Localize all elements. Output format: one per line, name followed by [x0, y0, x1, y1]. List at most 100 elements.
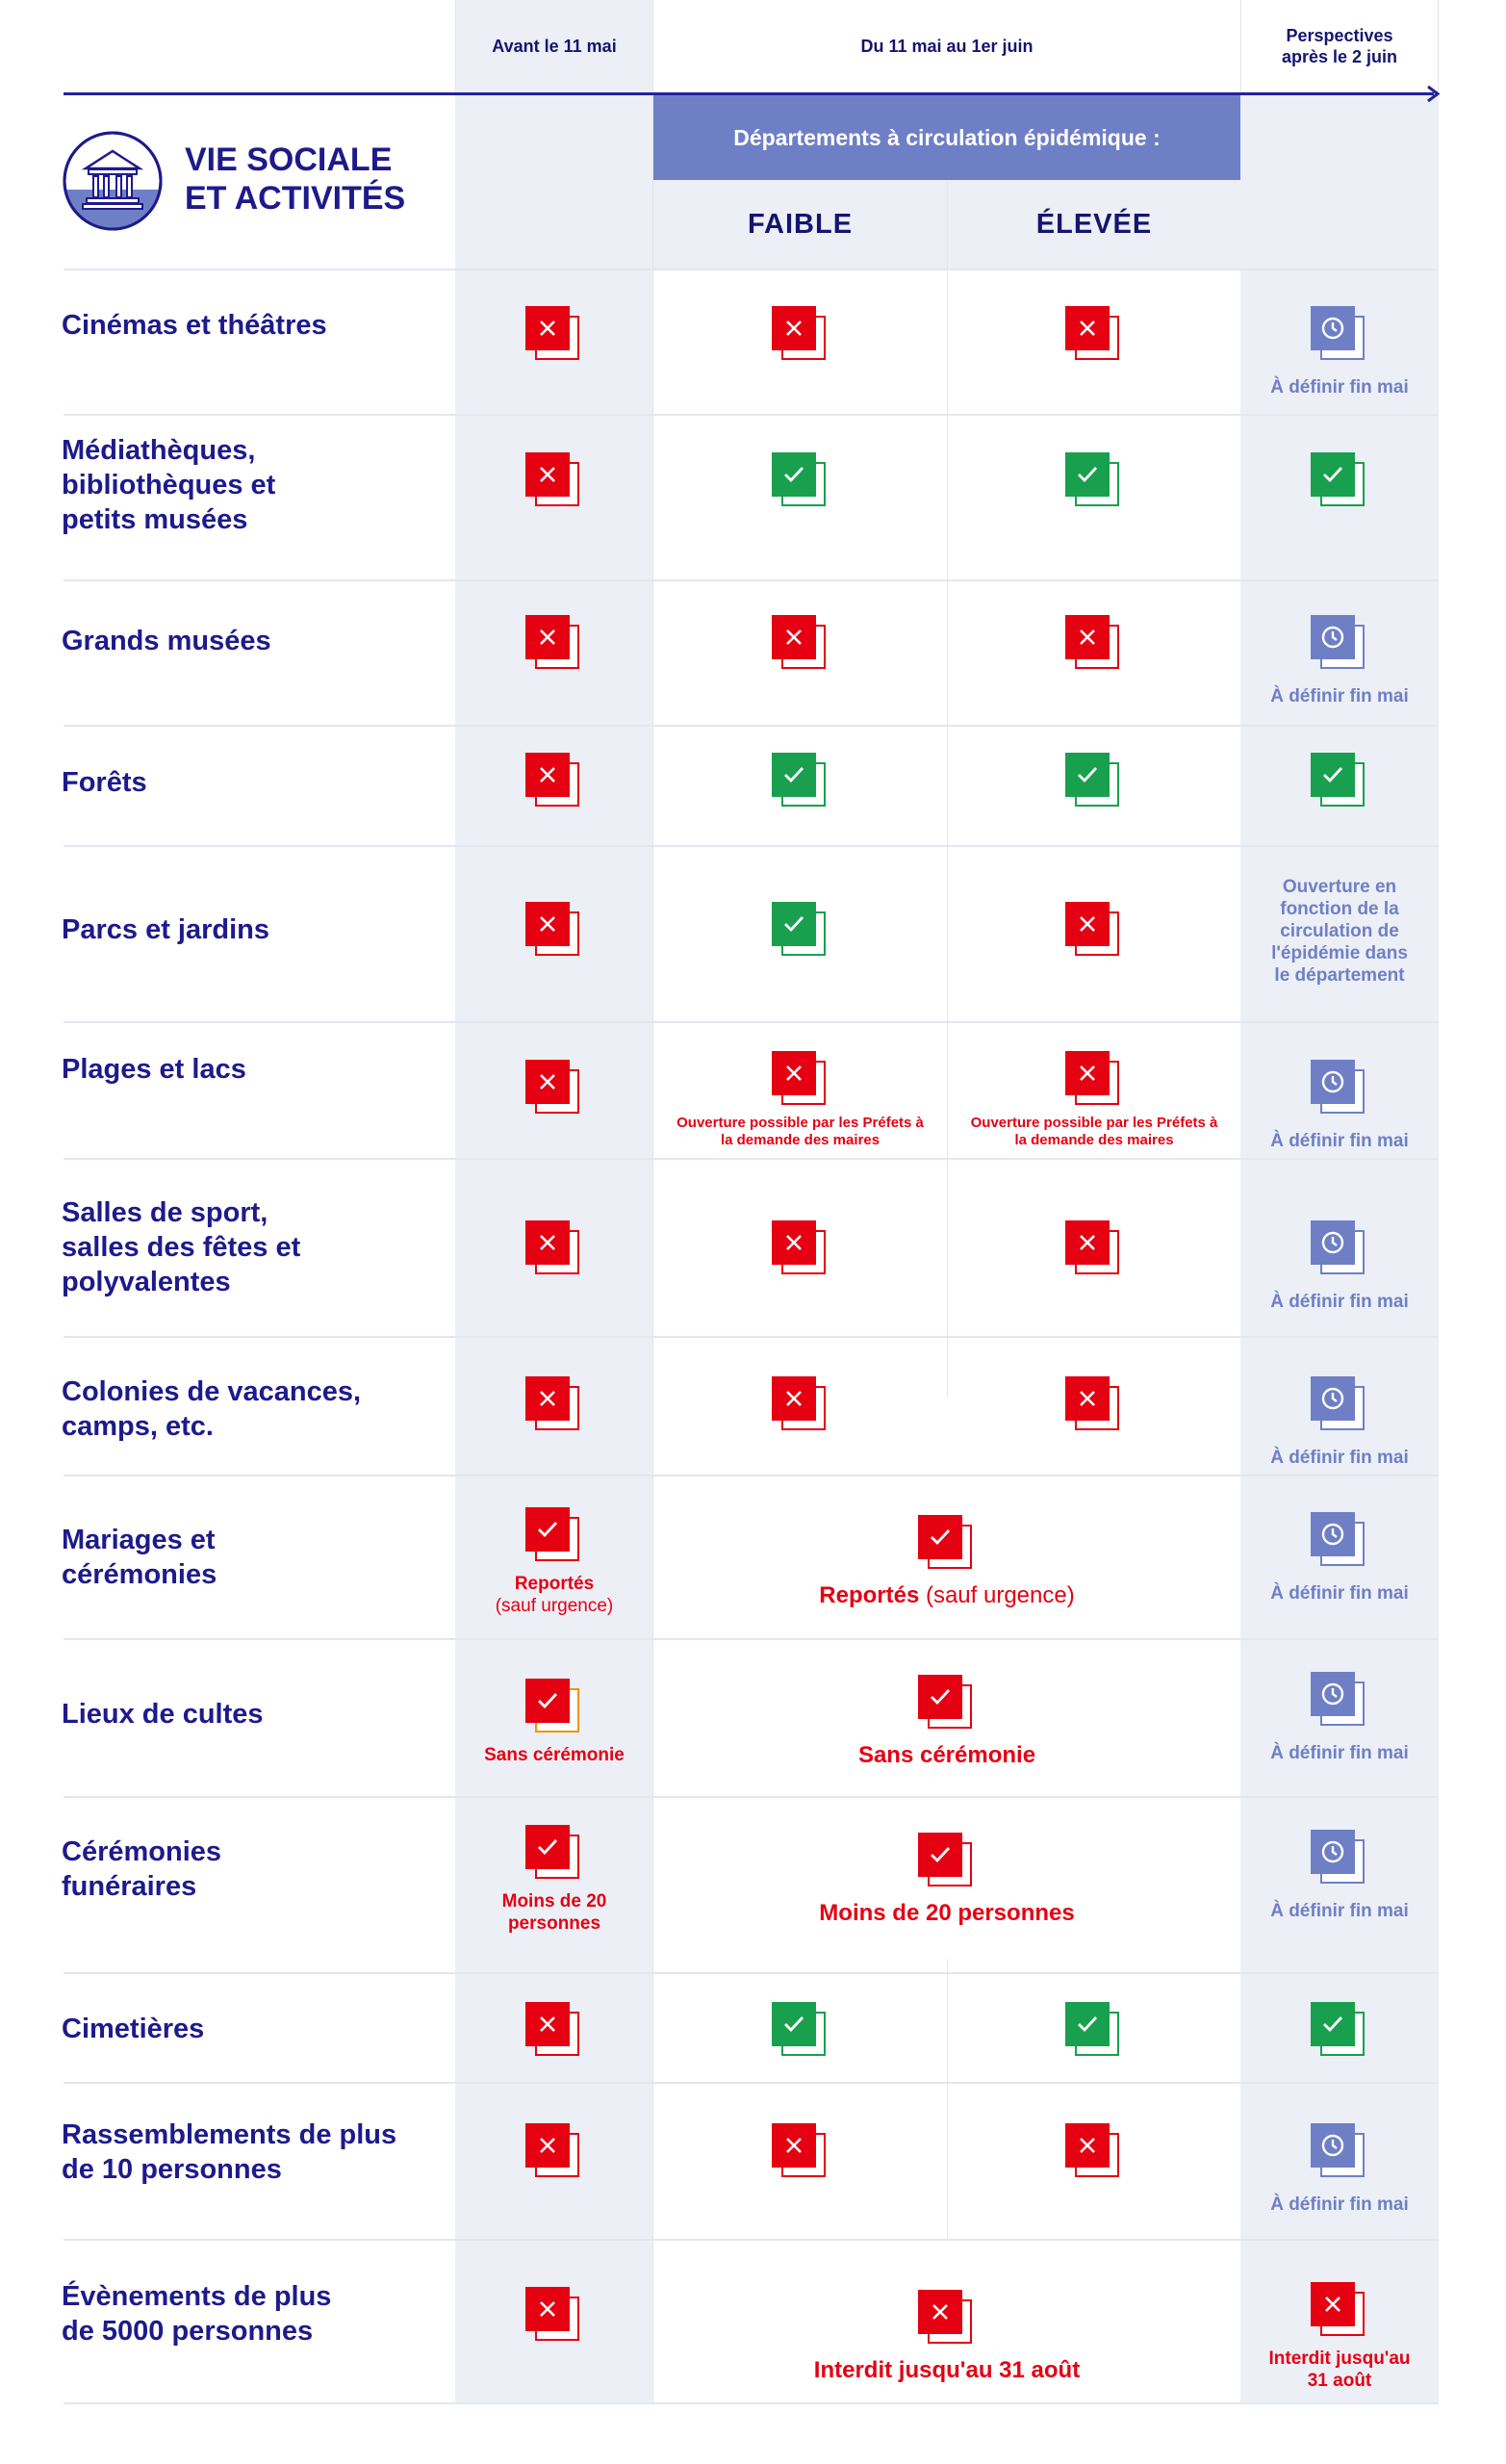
- clock-icon: [1311, 306, 1368, 364]
- note-sauf-urgence: (sauf urgence): [925, 1582, 1075, 1608]
- cell-after: À définir fin mai: [1241, 1209, 1438, 1324]
- cell-after: [1241, 743, 1438, 820]
- clock-icon: [1311, 1376, 1368, 1434]
- cell-faible: [653, 1211, 947, 1288]
- cell-between: Moins de 20 personnes: [653, 1817, 1240, 1942]
- cross-icon: [525, 1376, 583, 1434]
- note-interdit: Interdit jusqu'au 31 août: [813, 2357, 1081, 2383]
- note-tbd: À définir fin mai: [1270, 1901, 1409, 1921]
- cell-before: [456, 1211, 652, 1288]
- row-label: Grands musées: [62, 626, 271, 656]
- clock-icon: [1311, 1060, 1368, 1117]
- cell-after: Interdit jusqu'au 31 août: [1241, 2274, 1438, 2400]
- cross-icon: [1311, 2282, 1368, 2340]
- cell-before: [456, 2277, 652, 2354]
- row-divider: [64, 1475, 1439, 1476]
- cell-after: À définir fin mai: [1241, 603, 1438, 719]
- building-icon: [62, 130, 164, 232]
- row-label: Cimetières: [62, 2014, 205, 2044]
- cross-icon: [1065, 306, 1123, 364]
- cell-elevee: [948, 2114, 1240, 2191]
- row-divider: [64, 1972, 1439, 1974]
- cell-after: À définir fin mai: [1241, 1660, 1438, 1776]
- check-icon: [771, 753, 830, 810]
- note-prefets: Ouverture possible par les Préfets à la …: [676, 1115, 924, 1148]
- cell-faible: Ouverture possible par les Préfets à la …: [653, 1047, 947, 1153]
- cell-after: [1241, 443, 1438, 520]
- cross-icon: [525, 1060, 583, 1117]
- cross-icon: [771, 2123, 830, 2181]
- row-label: Cérémonies funéraires: [62, 1836, 222, 1902]
- divider: [1438, 0, 1439, 91]
- check-icon: [525, 1678, 583, 1736]
- row-label: Colonies de vacances, camps, etc.: [62, 1376, 362, 1442]
- check-icon: [1311, 452, 1368, 510]
- cell-between: Reportés (sauf urgence): [653, 1500, 1240, 1625]
- cell-faible: [653, 296, 947, 373]
- row-label: Évènements de plus de 5000 personnes: [62, 2281, 332, 2347]
- row-divider: [64, 1336, 1439, 1338]
- cell-elevee: [948, 743, 1240, 820]
- row-label: Lieux de cultes: [62, 1699, 264, 1730]
- cell-faible: [653, 743, 947, 820]
- cross-icon: [1065, 902, 1123, 960]
- divider: [652, 0, 653, 2402]
- note-parcs-perspective: Ouverture en fonction de la circulation …: [1271, 876, 1408, 986]
- row-label: Salles de sport, salles des fêtes et pol…: [62, 1197, 301, 1297]
- cross-icon: [771, 615, 830, 673]
- check-icon: [1311, 2002, 1368, 2060]
- cell-before: Sans cérémonie: [456, 1659, 652, 1784]
- clock-icon: [1311, 615, 1368, 673]
- cross-icon: [525, 615, 583, 673]
- cell-between: Sans cérémonie: [653, 1659, 1240, 1784]
- row-divider: [64, 414, 1439, 416]
- row-divider: [64, 579, 1439, 581]
- row-label: Médiathèques, bibliothèques et petits mu…: [62, 435, 276, 535]
- circulation-band: Départements à circulation épidémique :: [653, 95, 1240, 180]
- cell-elevee: Ouverture possible par les Préfets à la …: [948, 1047, 1240, 1153]
- cross-icon: [771, 306, 830, 364]
- check-icon: [1065, 753, 1123, 810]
- cross-icon: [525, 753, 583, 810]
- cell-after: [1241, 1992, 1438, 2069]
- cross-icon: [525, 306, 583, 364]
- cross-icon: [525, 452, 583, 510]
- cell-before: [456, 605, 652, 682]
- cell-before: [456, 743, 652, 820]
- cell-before: [456, 443, 652, 520]
- cell-faible: [653, 605, 947, 682]
- note-moins-20: Moins de 20 personnes: [819, 1900, 1075, 1926]
- note-reportes: Reportés: [514, 1574, 595, 1594]
- cell-after: Ouverture en fonction de la circulation …: [1241, 863, 1438, 998]
- cross-icon: [1065, 615, 1123, 673]
- note-tbd: À définir fin mai: [1270, 2194, 1409, 2215]
- cross-icon: [771, 1376, 830, 1434]
- note-tbd: À définir fin mai: [1270, 1292, 1409, 1312]
- clock-icon: [1311, 2123, 1368, 2181]
- check-icon: [1311, 753, 1368, 810]
- row-label: Rassemblements de plus de 10 personnes: [62, 2119, 397, 2185]
- check-icon: [525, 1507, 583, 1565]
- column-header-between: Du 11 mai au 1er juin: [860, 36, 1034, 56]
- cell-before: [456, 892, 652, 969]
- cross-icon: [525, 2002, 583, 2060]
- cross-icon: [1065, 2123, 1123, 2181]
- cell-elevee: [948, 1992, 1240, 2069]
- cross-icon: [1065, 1220, 1123, 1278]
- timeline-axis: [64, 92, 1434, 95]
- check-icon: [771, 902, 830, 960]
- row-divider: [64, 2082, 1439, 2084]
- clock-icon: [1311, 1220, 1368, 1278]
- cross-icon: [525, 2287, 583, 2345]
- row-divider: [64, 1021, 1439, 1023]
- note-reportes: Reportés (sauf urgence): [819, 1582, 1074, 1609]
- cell-between: Interdit jusqu'au 31 août: [653, 2274, 1240, 2400]
- row-divider: [64, 1796, 1439, 1798]
- row-label: Mariages et cérémonies: [62, 1525, 217, 1590]
- section-title: VIE SOCIALE ET ACTIVITÉS: [185, 141, 406, 217]
- cell-before: Moins de 20 personnes: [456, 1817, 652, 1942]
- divider: [947, 180, 948, 1398]
- cell-before: [456, 1992, 652, 2069]
- note-tbd: À définir fin mai: [1270, 686, 1409, 706]
- note-sans-ceremonie: Sans cérémonie: [484, 1744, 625, 1765]
